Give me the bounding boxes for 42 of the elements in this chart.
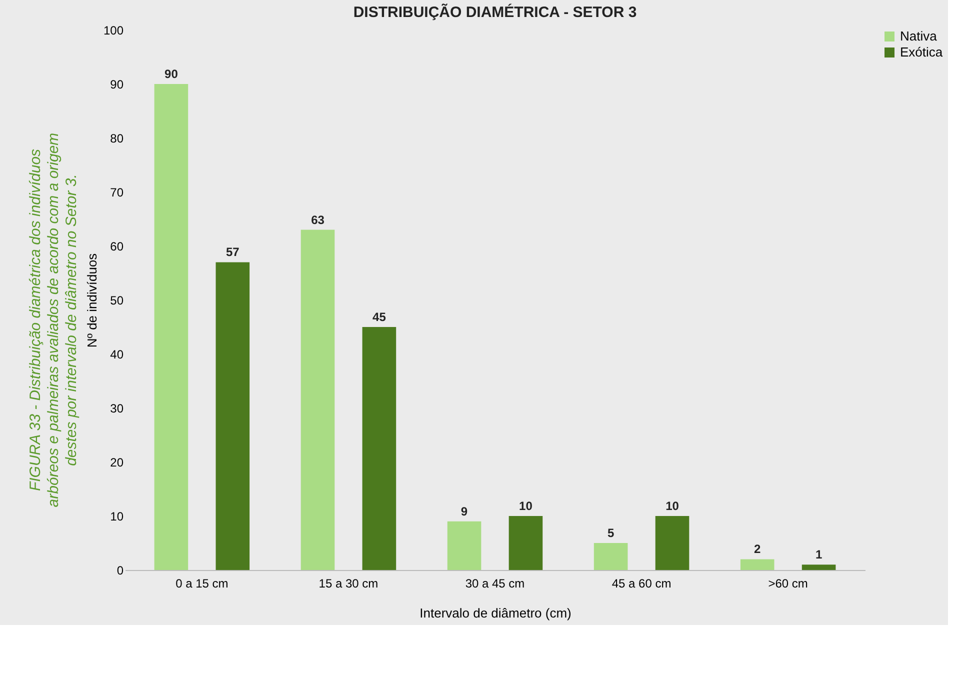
y-tick-label: 0 xyxy=(116,564,124,578)
data-label: 90 xyxy=(164,67,178,81)
legend-label: Exótica xyxy=(900,44,944,60)
bar xyxy=(216,262,250,570)
y-tick-label: 10 xyxy=(110,510,124,524)
y-tick-label: 30 xyxy=(110,402,124,416)
bar xyxy=(362,327,396,570)
y-tick-label: 80 xyxy=(110,132,124,146)
text: FIGURA 33 - Distribuição diamétrica dos indivíduos arbóreos e palmeiras avaliados de acordo com a origem destes por intervalo de diâmetro no Setor 3. xyxy=(27,132,80,508)
data-label: 1 xyxy=(815,548,822,562)
y-tick-label: 20 xyxy=(110,456,124,470)
chart-title: DISTRIBUIÇÃO DIAMÉTRICA - SETOR 3 xyxy=(353,3,637,21)
data-label: 63 xyxy=(311,212,325,227)
data-label: 10 xyxy=(519,499,533,513)
y-tick-label: 50 xyxy=(110,294,124,308)
x-tick-label: 45 a 60 cm xyxy=(612,576,672,590)
y-tick-label: 90 xyxy=(110,78,124,92)
bar xyxy=(594,543,628,570)
y-axis-title: Nº de indivíduos xyxy=(84,252,100,348)
y-tick-label: 60 xyxy=(110,240,124,254)
bar xyxy=(447,521,482,570)
y-tick-label: 70 xyxy=(110,186,124,200)
data-label: 10 xyxy=(666,499,680,513)
y-tick-label: 40 xyxy=(110,348,124,362)
bar xyxy=(802,564,836,570)
data-label: 9 xyxy=(460,504,468,518)
data-label: 57 xyxy=(226,245,240,260)
bar xyxy=(655,516,690,570)
x-tick-label: 0 a 15 cm xyxy=(176,576,228,590)
x-tick-label: >60 cm xyxy=(768,576,808,590)
y-tick-label: 100 xyxy=(103,24,124,38)
data-label: 5 xyxy=(607,526,614,540)
bar xyxy=(740,559,774,570)
data-label: 2 xyxy=(754,542,761,556)
bar xyxy=(154,84,188,570)
x-tick-label: 15 a 30 cm xyxy=(318,576,378,590)
x-tick-label: 30 a 45 cm xyxy=(465,576,525,590)
legend-label: Nativa xyxy=(900,28,938,44)
bar xyxy=(508,516,543,570)
x-axis-title: Intervalo de diâmetro (cm) xyxy=(420,606,572,620)
bar xyxy=(300,230,335,570)
data-label: 45 xyxy=(372,310,386,324)
